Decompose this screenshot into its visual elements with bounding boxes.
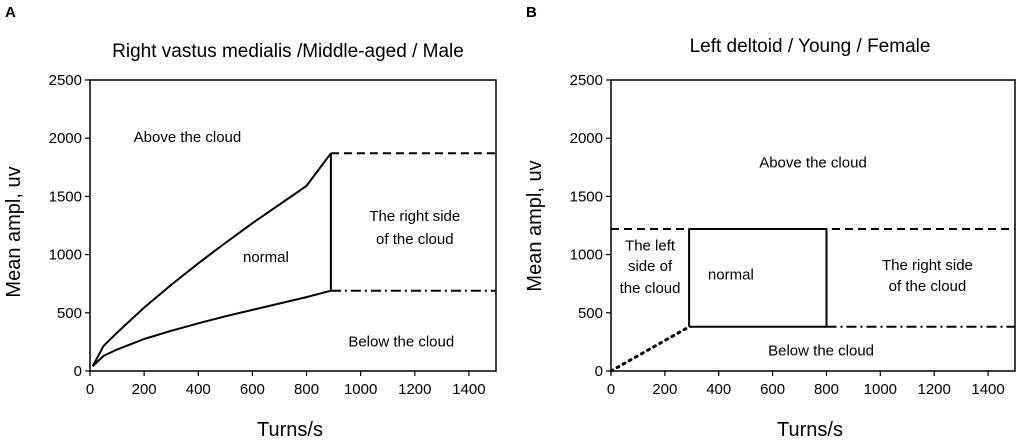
panel-b: B Left deltoid / Young / Female Turns/s … (524, 4, 1016, 441)
panel-1-x-tick-label: 800 (814, 381, 839, 398)
panel-1-plot-frame (610, 79, 1016, 372)
panel-1-region-label: side of (628, 258, 673, 275)
panel-0-x-tick-label: 600 (240, 381, 265, 398)
panel-a-y-axis-label: Mean ampl, uv (3, 166, 25, 297)
panel-b-letter: B (526, 4, 537, 21)
panel-a-title: Right vastus medialis /Middle-aged / Mal… (112, 41, 464, 62)
panel-1-x-tick-label: 1400 (971, 381, 1004, 398)
panel-0-plot-frame (89, 79, 497, 372)
panel-0-region-label: of the cloud (376, 231, 454, 248)
panel-1-region-label: The right side (882, 257, 973, 274)
panel-0-series-solid-line (92, 289, 332, 368)
panel-0-region-label: The right side (369, 208, 460, 225)
panel-0-y-tick-label: 0 (74, 363, 82, 380)
panel-0-y-tick-label: 500 (57, 305, 82, 322)
panel-1-x-tick-label: 1000 (864, 381, 897, 398)
panel-0-region-label: Above the cloud (134, 129, 242, 146)
panel-1-series-dotted-line (609, 325, 691, 373)
panel-a-x-axis-label: Turns/s (257, 419, 323, 441)
panel-0-x-tick-label: 1400 (452, 381, 485, 398)
panel-1-region-label: Below the cloud (768, 343, 874, 360)
panel-1-region-label: Above the cloud (759, 155, 867, 172)
panel-a: A Right vastus medialis /Middle-aged / M… (3, 4, 497, 441)
panel-0-x-tick-label: 0 (86, 381, 94, 398)
panel-0-x-tick-label: 200 (132, 381, 157, 398)
panel-0-y-tick-label: 2000 (49, 130, 82, 147)
panel-b-y-axis-label: Mean ampl, uv (524, 160, 546, 291)
panel-1-x-tick-label: 1200 (918, 381, 951, 398)
panel-1-region-label: the cloud (620, 280, 681, 297)
panel-1-x-tick-label: 600 (760, 381, 785, 398)
panel-1-region-label: The left (625, 237, 676, 254)
panel-1-x-tick-label: 0 (607, 381, 615, 398)
panel-1-x-tick-label: 400 (706, 381, 731, 398)
panel-1-y-tick-label: 500 (578, 305, 603, 322)
panel-1-y-tick-label: 1000 (570, 247, 603, 264)
panel-1-y-tick-label: 0 (595, 363, 603, 380)
panel-1-y-tick-label: 2500 (570, 72, 603, 89)
panel-1-series-solid-line (688, 228, 828, 328)
panel-0-y-tick-label: 1000 (49, 247, 82, 264)
panel-0-x-tick-label: 1200 (398, 381, 431, 398)
panel-b-x-axis-label: Turns/s (777, 419, 843, 441)
panel-b-title: Left deltoid / Young / Female (690, 36, 931, 57)
panel-1-region-label: of the cloud (889, 278, 967, 295)
panel-0-region-label: normal (243, 249, 289, 266)
panel-1-region-label: normal (708, 266, 754, 283)
panel-0-y-tick-label: 2500 (49, 72, 82, 89)
panel-0-x-tick-label: 400 (186, 381, 211, 398)
panel-0-x-tick-label: 800 (294, 381, 319, 398)
panel-1-y-tick-label: 1500 (570, 188, 603, 205)
panel-0-y-tick-label: 1500 (49, 188, 82, 205)
panel-0-series-solid-line (91, 152, 332, 367)
panel-a-letter: A (5, 4, 16, 21)
panel-1-x-tick-label: 200 (652, 381, 677, 398)
panel-0-x-tick-label: 1000 (344, 381, 377, 398)
panel-1-y-tick-label: 2000 (570, 130, 603, 147)
panel-0-region-label: Below the cloud (348, 333, 454, 350)
